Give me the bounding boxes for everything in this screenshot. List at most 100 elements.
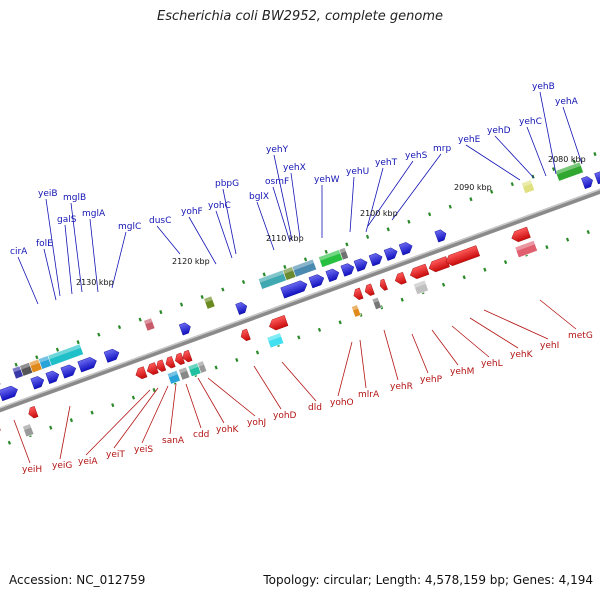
gene-label-yeiS: yeiS xyxy=(134,445,153,455)
leader-line xyxy=(45,198,61,297)
tick-track-top xyxy=(14,152,597,367)
feature-boxes-top xyxy=(0,161,584,391)
tick-mark xyxy=(221,287,225,292)
leader-line xyxy=(465,144,521,181)
leader-line xyxy=(89,218,99,293)
gene-label-yohF: yohF xyxy=(181,207,203,217)
gene-label-yehA: yehA xyxy=(555,97,579,107)
leader-line xyxy=(367,160,414,227)
gene-label-yehX: yehX xyxy=(283,163,306,173)
forward-gene-arrow xyxy=(325,268,340,283)
feature-box-shine xyxy=(203,296,213,303)
tick-mark xyxy=(565,237,570,242)
feature-box xyxy=(521,179,535,194)
leader-line xyxy=(222,188,237,255)
reverse-gene-arrow xyxy=(379,278,388,291)
forward-gene-arrow xyxy=(30,376,45,390)
tick-mark xyxy=(545,245,549,250)
gene-label-yehP: yehP xyxy=(420,375,443,385)
feature-box-shine xyxy=(258,270,285,283)
gene-label-yeiG: yeiG xyxy=(52,461,72,471)
tick-mark xyxy=(572,159,576,164)
leader-line xyxy=(256,201,275,251)
leader-line xyxy=(411,333,429,374)
leader-line xyxy=(85,389,151,456)
gene-label-sanA: sanA xyxy=(162,436,185,446)
tick-mark xyxy=(138,317,142,322)
reverse-gene-arrow xyxy=(0,419,1,434)
gene-label-mglB: mglB xyxy=(63,193,86,203)
label-leader-lines xyxy=(13,91,583,464)
gene-label-yohK: yohK xyxy=(216,425,240,435)
leader-line xyxy=(253,365,282,410)
gene-label-yeiH: yeiH xyxy=(22,465,42,475)
reverse-gene-arrow xyxy=(28,406,39,419)
forward-gene-arrow xyxy=(398,242,413,256)
reverse-gene-arrow xyxy=(428,256,450,273)
gene-label-yehL: yehL xyxy=(481,359,503,369)
gene-label-galS: galS xyxy=(57,215,77,225)
tick-mark xyxy=(586,230,590,235)
tick-mark xyxy=(49,425,53,430)
tick-mark xyxy=(159,310,163,315)
gene-label-yehK: yehK xyxy=(510,350,534,360)
tick-mark xyxy=(593,152,597,157)
forward-gene-arrow xyxy=(0,385,18,402)
tick-mark xyxy=(297,335,301,340)
tick-mark xyxy=(469,197,473,202)
forward-gene-arrow xyxy=(434,229,447,243)
feature-box xyxy=(266,332,285,349)
leader-line xyxy=(169,383,177,435)
feature-box-shine xyxy=(521,179,533,187)
forward-gene-arrow xyxy=(235,302,248,315)
kbp-label: 2100 kbp xyxy=(360,209,398,218)
gene-label-yehT: yehT xyxy=(375,158,398,168)
gene-label-yeiT: yeiT xyxy=(106,450,125,460)
genome-backbone xyxy=(0,154,600,447)
leader-line xyxy=(290,172,301,239)
tick-mark xyxy=(241,279,246,284)
topology-line: Topology: circular; Length: 4,578,159 bp… xyxy=(263,573,593,587)
feature-box-shine xyxy=(143,317,153,325)
feature-box-shine xyxy=(29,359,40,367)
leader-line xyxy=(483,309,549,340)
feature-box xyxy=(413,279,429,295)
gene-label-yehI: yehI xyxy=(540,341,559,351)
feature-box-shine xyxy=(167,370,179,378)
feature-box-shine xyxy=(187,362,199,371)
forward-gene-arrow xyxy=(178,322,191,336)
reverse-gene-arrow xyxy=(182,349,193,363)
tick-mark xyxy=(510,182,514,187)
leader-line xyxy=(539,91,557,175)
feature-box xyxy=(47,343,84,367)
tick-mark xyxy=(111,403,115,408)
feature-box xyxy=(203,295,216,310)
gene-label-metG: metG xyxy=(568,331,593,341)
leader-line xyxy=(391,153,442,221)
tick-mark xyxy=(386,227,390,232)
tick-mark xyxy=(235,357,239,363)
feature-box xyxy=(338,247,349,261)
gene-label-pbpG: pbpG xyxy=(215,179,239,189)
feature-box-shine xyxy=(372,297,380,304)
feature-box-shine xyxy=(266,332,282,342)
forward-gene-arrow xyxy=(103,348,120,363)
tick-mark xyxy=(448,204,452,209)
tick-mark xyxy=(90,410,94,415)
leader-line xyxy=(43,248,57,301)
feature-box xyxy=(22,423,35,438)
gene-label-yehM: yehM xyxy=(450,367,474,377)
feature-box-shine xyxy=(514,240,536,252)
tick-mark xyxy=(262,272,266,277)
leader-line xyxy=(59,405,71,460)
forward-gene-arrow xyxy=(368,253,383,267)
kbp-label: 2110 kbp xyxy=(266,234,304,243)
accession-label: Accession: xyxy=(9,573,73,587)
tick-mark xyxy=(324,249,328,254)
tick-mark xyxy=(462,275,466,280)
tick-mark xyxy=(551,167,556,172)
tick-mark xyxy=(317,327,322,332)
forward-gene-arrow xyxy=(77,357,97,373)
leader-line xyxy=(431,329,459,366)
gene-labels: cirA folE yeiB galS mglB mglA mglC dusC yohF yohC… xyxy=(10,82,593,475)
